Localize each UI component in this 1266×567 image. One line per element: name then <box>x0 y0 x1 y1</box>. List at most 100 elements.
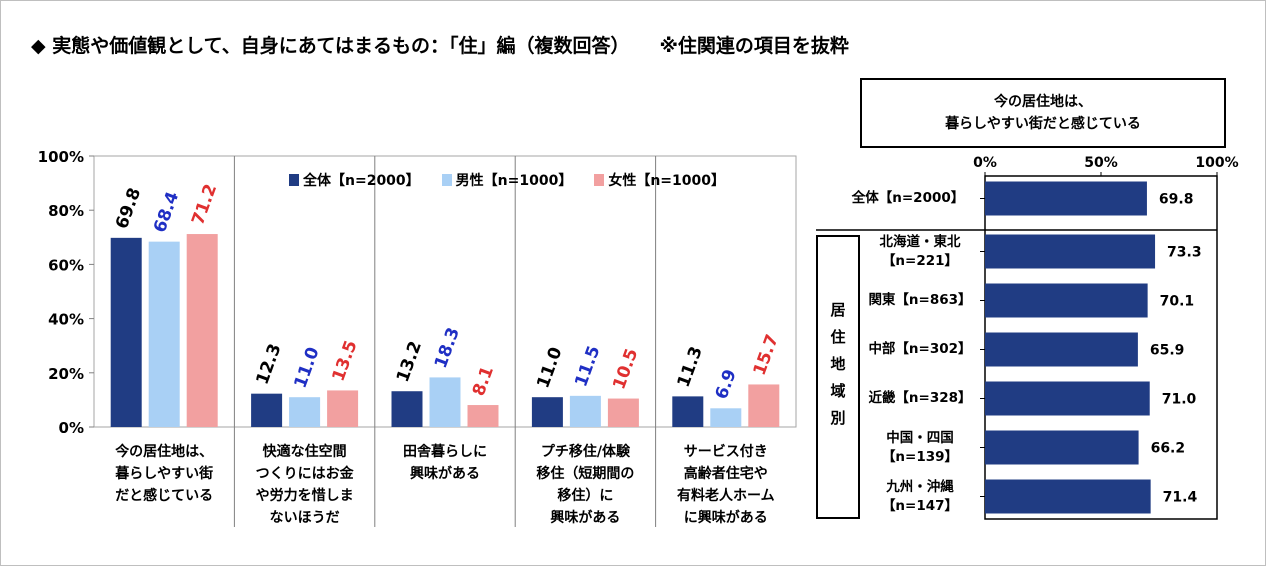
region-group-char: 域 <box>830 382 846 400</box>
data-label: 10.5 <box>609 346 642 392</box>
bar <box>672 396 704 427</box>
region-row-label: 中国・四国【n=139】 <box>855 429 985 467</box>
bar <box>429 377 461 427</box>
region-group-char: 別 <box>830 409 846 427</box>
legend-item: 全体【n=2000】 <box>289 170 420 190</box>
region-group-box <box>816 235 860 519</box>
bar <box>569 395 601 427</box>
bar <box>531 397 563 427</box>
legend-label: 男性【n=1000】 <box>455 173 573 189</box>
x-tick-label: 0% <box>973 155 997 171</box>
legend-label: 女性【n=1000】 <box>608 173 726 189</box>
right-title-line-1: 今の居住地は、 <box>994 94 1092 110</box>
legend-item: 女性【n=1000】 <box>594 170 725 190</box>
data-label: 11.0 <box>533 344 566 390</box>
data-label: 6.9 <box>712 367 741 402</box>
bar <box>327 390 359 427</box>
region-row-label-line: 【n=147】 <box>881 497 959 514</box>
region-row-label-line: 【n=221】 <box>881 252 959 269</box>
x-tick-label: 50% <box>1084 155 1118 171</box>
region-bar <box>985 283 1148 318</box>
bar <box>467 405 499 427</box>
category-label: 田舎暮らしに 興味がある <box>403 444 487 482</box>
region-bar <box>985 430 1139 465</box>
category-label: プチ移住/体験 移住（短期間の 移住）に 興味がある <box>536 444 635 526</box>
x-tick-label: 100% <box>1195 155 1238 171</box>
region-row-label: 九州・沖縄【n=147】 <box>855 478 985 516</box>
region-bar <box>985 234 1156 269</box>
data-label: 71.2 <box>188 181 221 227</box>
data-label: 11.5 <box>571 343 604 389</box>
data-label: 8.1 <box>469 364 498 399</box>
region-value-label: 71.4 <box>1163 490 1198 506</box>
y-tick-label: 0% <box>59 419 84 437</box>
data-label: 11.3 <box>674 344 707 390</box>
data-label: 18.3 <box>431 325 464 371</box>
legend-label: 全体【n=2000】 <box>303 173 420 189</box>
region-row-label: 近畿【n=328】 <box>855 389 985 408</box>
region-row-label: 北海道・東北 【n=221】 <box>855 233 985 271</box>
data-label: 13.2 <box>393 339 426 385</box>
figure-title: ◆ 実態や価値観として、自身にあてはまるもの：「住」編（複数回答） ※住関連の項目… <box>31 31 849 58</box>
title-note: ※住関連の項目を抜粋 <box>659 35 849 57</box>
region-value-label: 71.0 <box>1162 392 1197 408</box>
y-tick-label: 100% <box>38 148 84 166</box>
region-group-char: 住 <box>830 328 846 346</box>
data-label: 15.7 <box>750 332 783 378</box>
bar <box>186 234 218 427</box>
data-label: 69.8 <box>112 185 145 231</box>
title-text: ◆ 実態や価値観として、自身にあてはまるもの：「住」編（複数回答） <box>31 35 630 57</box>
region-row-label-line: 中部【n=302】 <box>868 341 972 357</box>
bar <box>148 241 180 427</box>
bar <box>607 398 639 427</box>
legend-swatch <box>594 174 605 186</box>
legend-item: 男性【n=1000】 <box>441 170 573 190</box>
bar <box>710 408 742 427</box>
region-row-label-line: 中国・四国 <box>886 429 954 446</box>
y-tick-label: 40% <box>48 311 84 329</box>
region-group-label: 居住地域別 <box>816 297 860 432</box>
region-row-label-line: 【n=139】 <box>881 448 959 465</box>
data-label: 68.4 <box>150 189 183 235</box>
bar <box>110 237 142 427</box>
region-value-label: 66.2 <box>1151 441 1186 457</box>
region-value-label: 69.8 <box>1159 192 1194 208</box>
category-label: 快適な住空間 つくりにはお金 や労力を惜しま ないほうだ <box>255 444 354 526</box>
region-row-label: 関東【n=863】 <box>855 291 985 310</box>
y-tick-label: 60% <box>48 256 84 274</box>
region-value-label: 73.3 <box>1167 245 1202 261</box>
region-row-label-line: 九州・沖縄 <box>886 478 954 495</box>
y-tick-label: 80% <box>48 202 84 220</box>
region-value-label: 70.1 <box>1160 294 1195 310</box>
legend-swatch <box>441 174 452 186</box>
region-bar <box>985 381 1150 416</box>
right-title-line-2: 暮らしやすい街だと感じている <box>945 116 1141 132</box>
bar <box>748 384 780 427</box>
data-label: 13.5 <box>329 338 362 384</box>
bar <box>391 391 423 427</box>
region-bar <box>985 479 1151 514</box>
legend-swatch <box>289 174 299 186</box>
right-chart-title: 今の居住地は、 暮らしやすい街だと感じている <box>860 78 1226 148</box>
category-label: 今の居住地は、 暮らしやすい街 だと感じている <box>115 444 214 504</box>
y-tick-label: 20% <box>48 365 84 383</box>
region-row-label-line: 近畿【n=328】 <box>868 390 972 406</box>
category-label: サービス付き 高齢者住宅や 有料老人ホーム に興味がある <box>677 444 775 526</box>
data-label: 11.0 <box>291 344 324 390</box>
region-row-label-line: 北海道・東北 <box>879 233 961 250</box>
region-group-char: 居 <box>830 301 846 319</box>
region-row-label: 全体【n=2000】 <box>843 189 973 208</box>
region-row-label-line: 全体【n=2000】 <box>851 190 965 206</box>
region-row-label: 中部【n=302】 <box>855 340 985 359</box>
bar <box>289 397 321 427</box>
bar <box>251 393 283 427</box>
legend: 全体【n=2000】 男性【n=1000】 女性【n=1000】 <box>289 170 725 190</box>
region-bar <box>985 181 1147 216</box>
region-group-char: 地 <box>830 355 846 373</box>
data-label: 12.3 <box>253 341 286 387</box>
region-bar <box>985 332 1138 367</box>
region-row-label-line: 関東【n=863】 <box>868 292 972 308</box>
region-value-label: 65.9 <box>1150 343 1185 359</box>
